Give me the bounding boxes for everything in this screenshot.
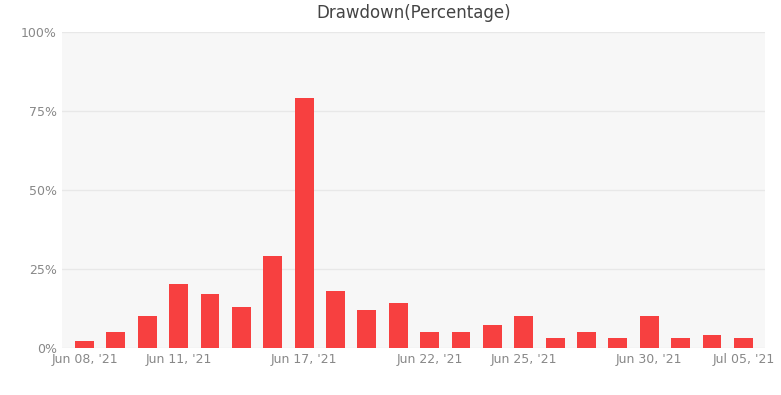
Bar [734,338,753,348]
Bar [201,294,219,348]
Bar [515,316,533,348]
Bar [169,284,188,348]
Bar [358,310,376,348]
Bar [75,341,94,348]
Bar [232,307,251,348]
Bar [640,316,658,348]
Bar [326,291,345,348]
Bar [671,338,690,348]
Bar [483,325,501,348]
Bar [703,335,722,348]
Title: Drawdown(Percentage): Drawdown(Percentage) [316,4,512,22]
Bar [263,256,282,348]
Bar [106,332,125,348]
Bar [546,338,565,348]
Bar [420,332,439,348]
Bar [577,332,596,348]
Bar [608,338,627,348]
Bar [137,316,157,348]
Bar [451,332,470,348]
Bar [389,303,408,348]
Bar [294,98,313,348]
